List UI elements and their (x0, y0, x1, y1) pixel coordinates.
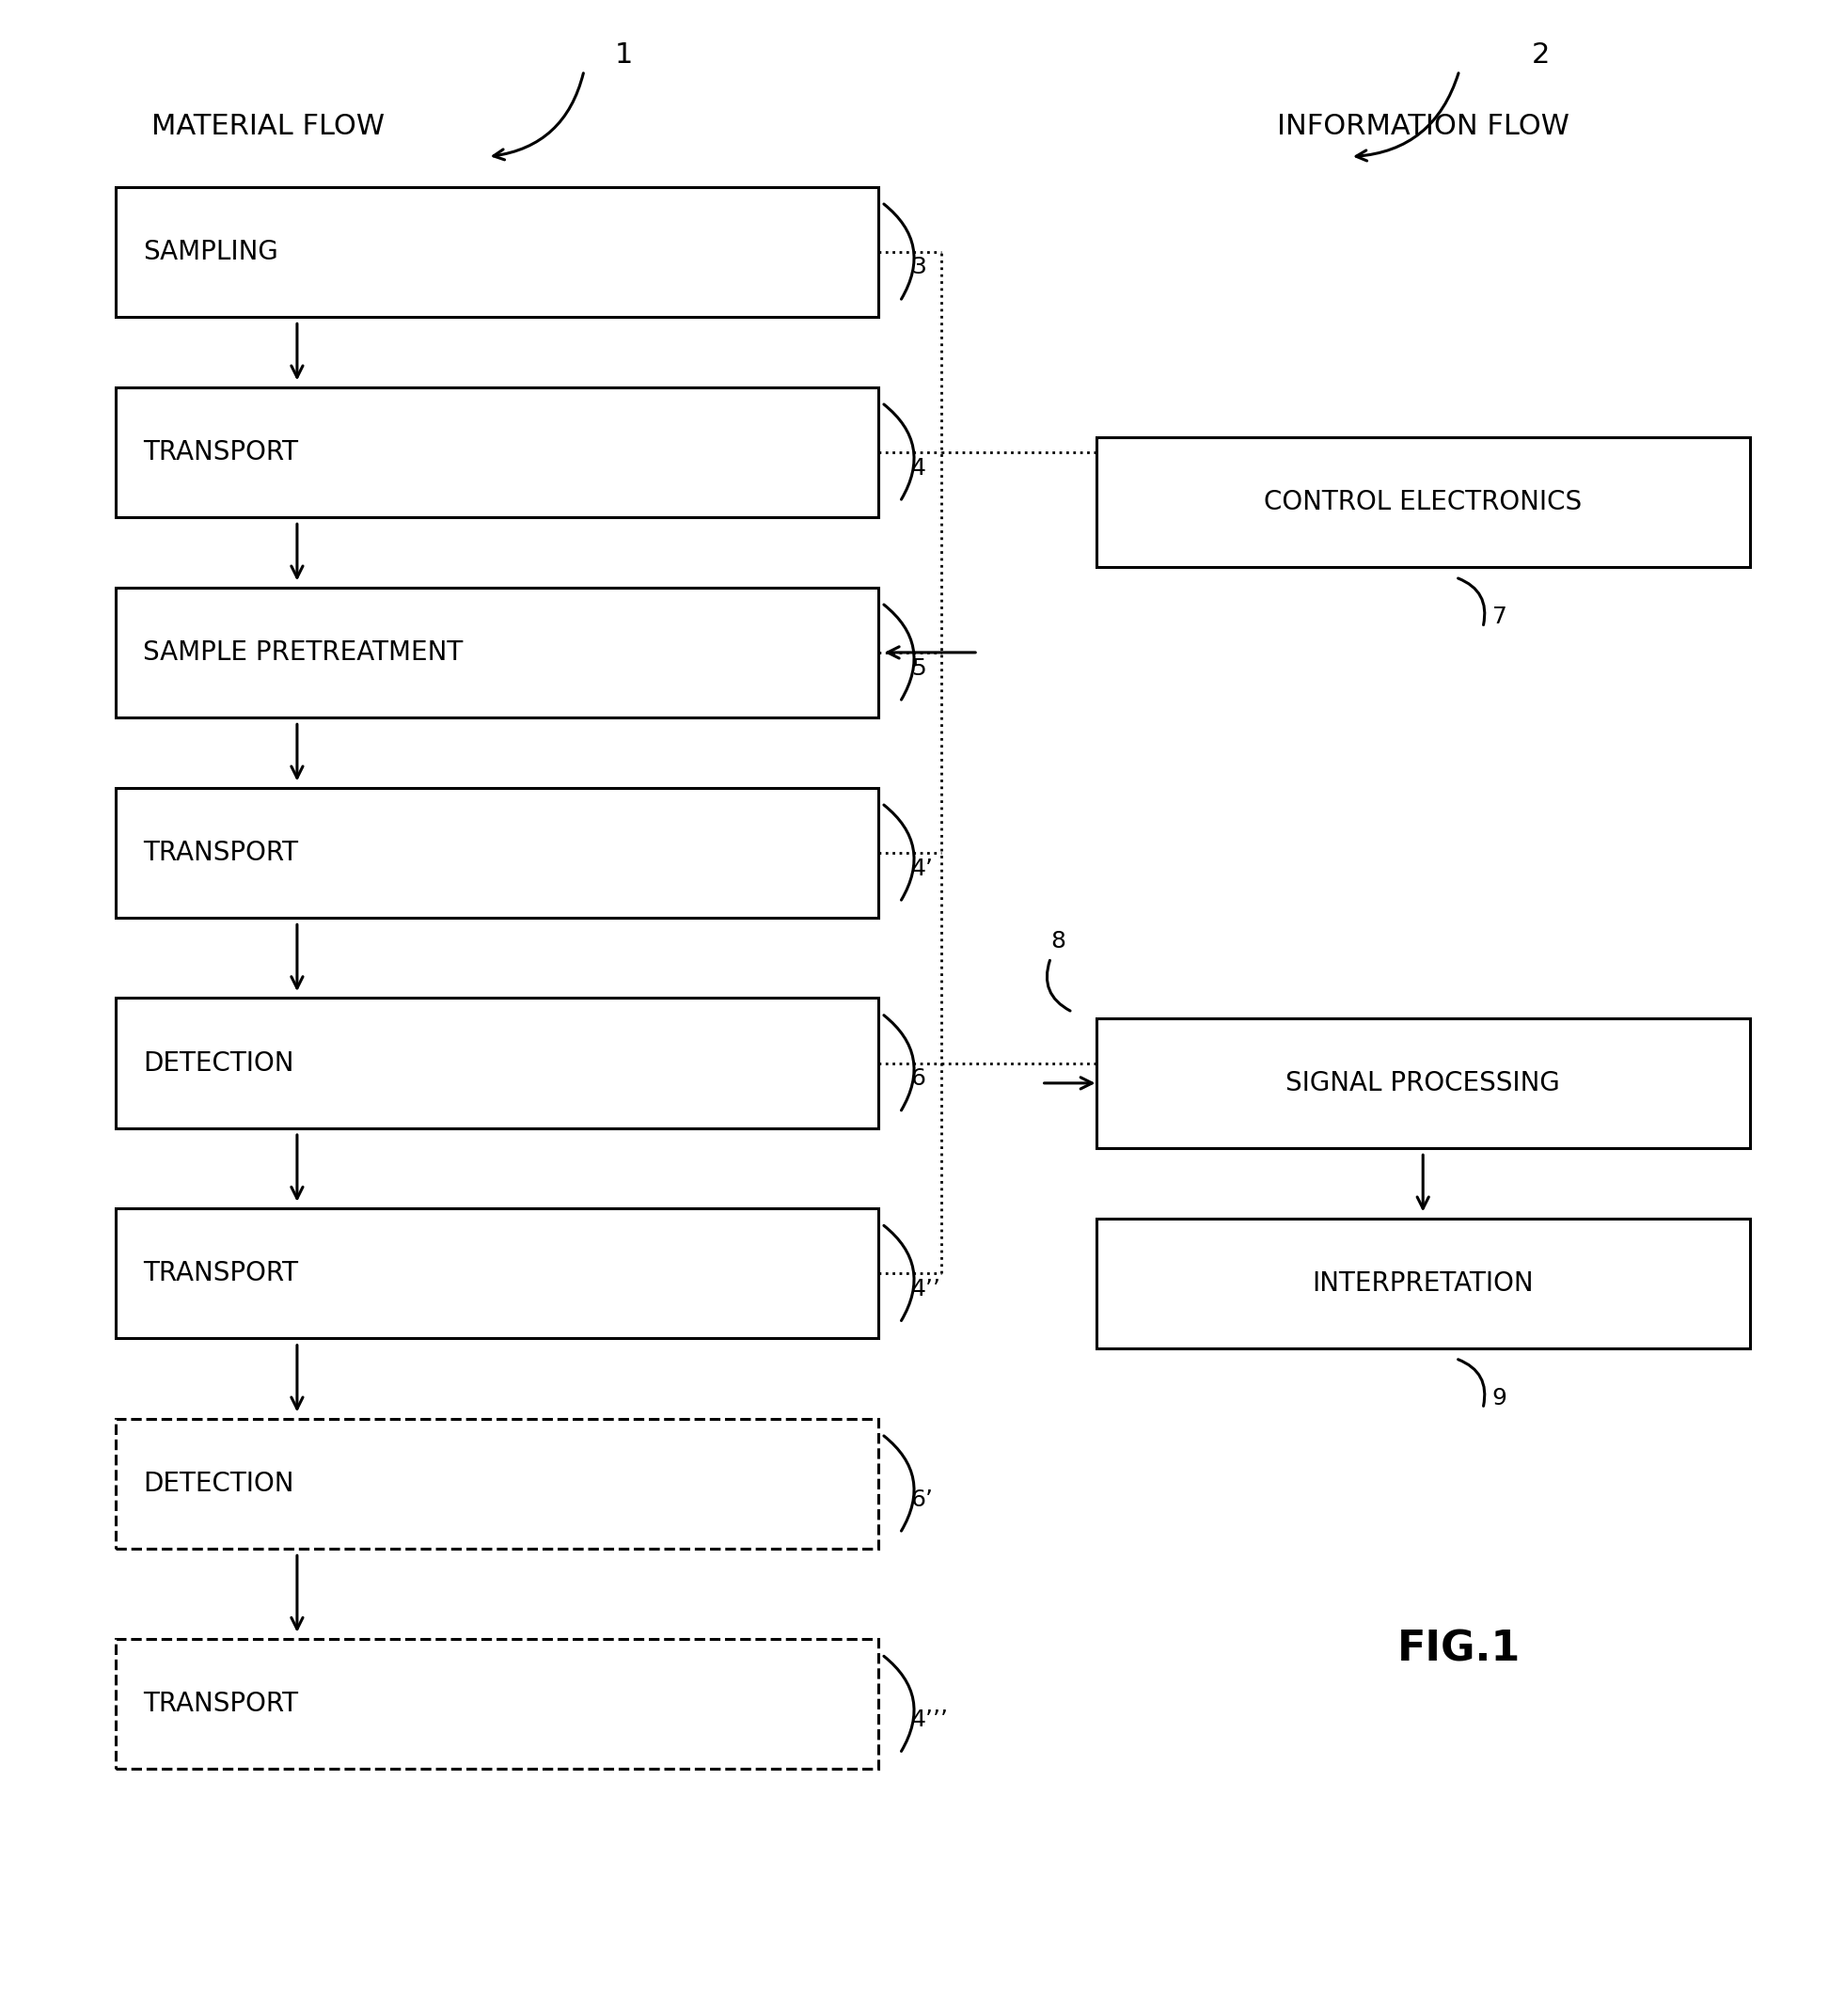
Text: 9: 9 (1492, 1387, 1507, 1409)
Text: 5: 5 (911, 657, 925, 679)
Text: 4’: 4’ (911, 857, 933, 879)
Text: SIGNAL PROCESSING: SIGNAL PROCESSING (1286, 1070, 1560, 1097)
Text: DETECTION: DETECTION (143, 1050, 294, 1077)
Text: 8: 8 (1050, 929, 1066, 954)
Text: 1: 1 (615, 40, 633, 69)
Text: 7: 7 (1492, 605, 1507, 629)
FancyBboxPatch shape (1096, 437, 1750, 566)
Text: 4’’’: 4’’’ (911, 1708, 949, 1732)
Text: SAMPLING: SAMPLING (143, 238, 278, 264)
Text: 4’’: 4’’ (911, 1278, 940, 1300)
Text: 3: 3 (911, 256, 925, 278)
FancyBboxPatch shape (1096, 1018, 1750, 1149)
FancyBboxPatch shape (115, 788, 878, 917)
Text: TRANSPORT: TRANSPORT (143, 1691, 298, 1718)
Text: MATERIAL FLOW: MATERIAL FLOW (152, 113, 386, 141)
Text: DETECTION: DETECTION (143, 1470, 294, 1496)
Text: TRANSPORT: TRANSPORT (143, 1260, 298, 1286)
FancyBboxPatch shape (115, 1419, 878, 1548)
FancyBboxPatch shape (115, 187, 878, 317)
FancyBboxPatch shape (115, 587, 878, 718)
Text: 2: 2 (1533, 40, 1551, 69)
Text: TRANSPORT: TRANSPORT (143, 839, 298, 867)
Text: TRANSPORT: TRANSPORT (143, 439, 298, 466)
Text: 6: 6 (911, 1066, 925, 1091)
FancyBboxPatch shape (115, 1639, 878, 1770)
Text: INTERPRETATION: INTERPRETATION (1311, 1270, 1535, 1296)
Text: 4: 4 (911, 456, 925, 480)
FancyBboxPatch shape (1096, 1218, 1750, 1349)
Text: FIG.1: FIG.1 (1397, 1629, 1522, 1669)
Text: 6’: 6’ (911, 1488, 933, 1510)
FancyBboxPatch shape (115, 998, 878, 1129)
Text: INFORMATION FLOW: INFORMATION FLOW (1277, 113, 1569, 141)
Text: CONTROL ELECTRONICS: CONTROL ELECTRONICS (1264, 490, 1582, 516)
Text: SAMPLE PRETREATMENT: SAMPLE PRETREATMENT (143, 639, 463, 665)
FancyBboxPatch shape (115, 387, 878, 518)
FancyBboxPatch shape (115, 1208, 878, 1339)
